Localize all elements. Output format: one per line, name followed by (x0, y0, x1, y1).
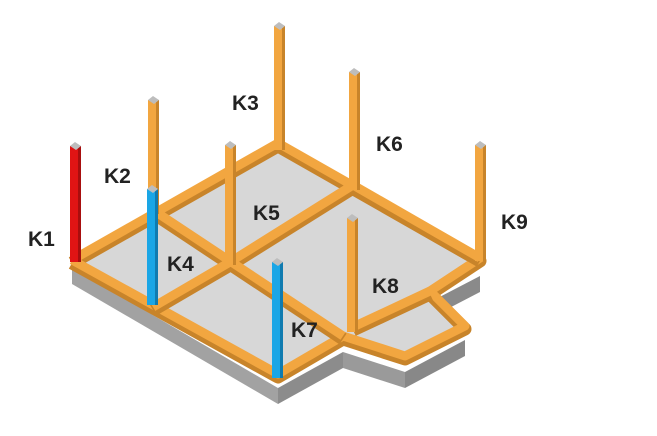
slab-front-face-2 (343, 352, 405, 388)
label-k2: K2 (104, 165, 131, 188)
slab-front-face (278, 352, 343, 404)
label-k7: K7 (291, 319, 318, 342)
label-k6: K6 (376, 133, 403, 156)
beam-k4-front-top (150, 258, 233, 311)
column-k1 (70, 142, 81, 262)
label-k4: K4 (167, 253, 194, 276)
column-k3 (274, 22, 285, 150)
label-k5: K5 (253, 202, 280, 225)
label-k9: K9 (501, 211, 528, 234)
column-k5 (225, 141, 236, 265)
beam-k4-k5-line-top (227, 181, 356, 266)
label-k3: K3 (232, 92, 259, 115)
column-k4 (147, 185, 158, 305)
label-k1: K1 (28, 228, 55, 251)
column-labels: K1 K2 K3 K4 K5 K6 K7 K8 K9 (28, 92, 528, 342)
column-k8 (347, 214, 358, 332)
beam-k2-k7-line-top (150, 206, 346, 340)
column-k9 (475, 141, 486, 261)
column-k2 (148, 96, 159, 214)
beam-k5-k9-line-top (350, 181, 483, 262)
beam-k8-line-top (351, 286, 432, 332)
column-k6 (349, 68, 360, 190)
beams (68, 138, 487, 384)
column-k7 (272, 258, 283, 378)
label-k8: K8 (372, 275, 399, 298)
slab-front-face-3 (405, 340, 465, 388)
slab-left-face (72, 268, 278, 404)
columns (70, 22, 486, 378)
beam-outer-frame-top (69, 138, 485, 379)
